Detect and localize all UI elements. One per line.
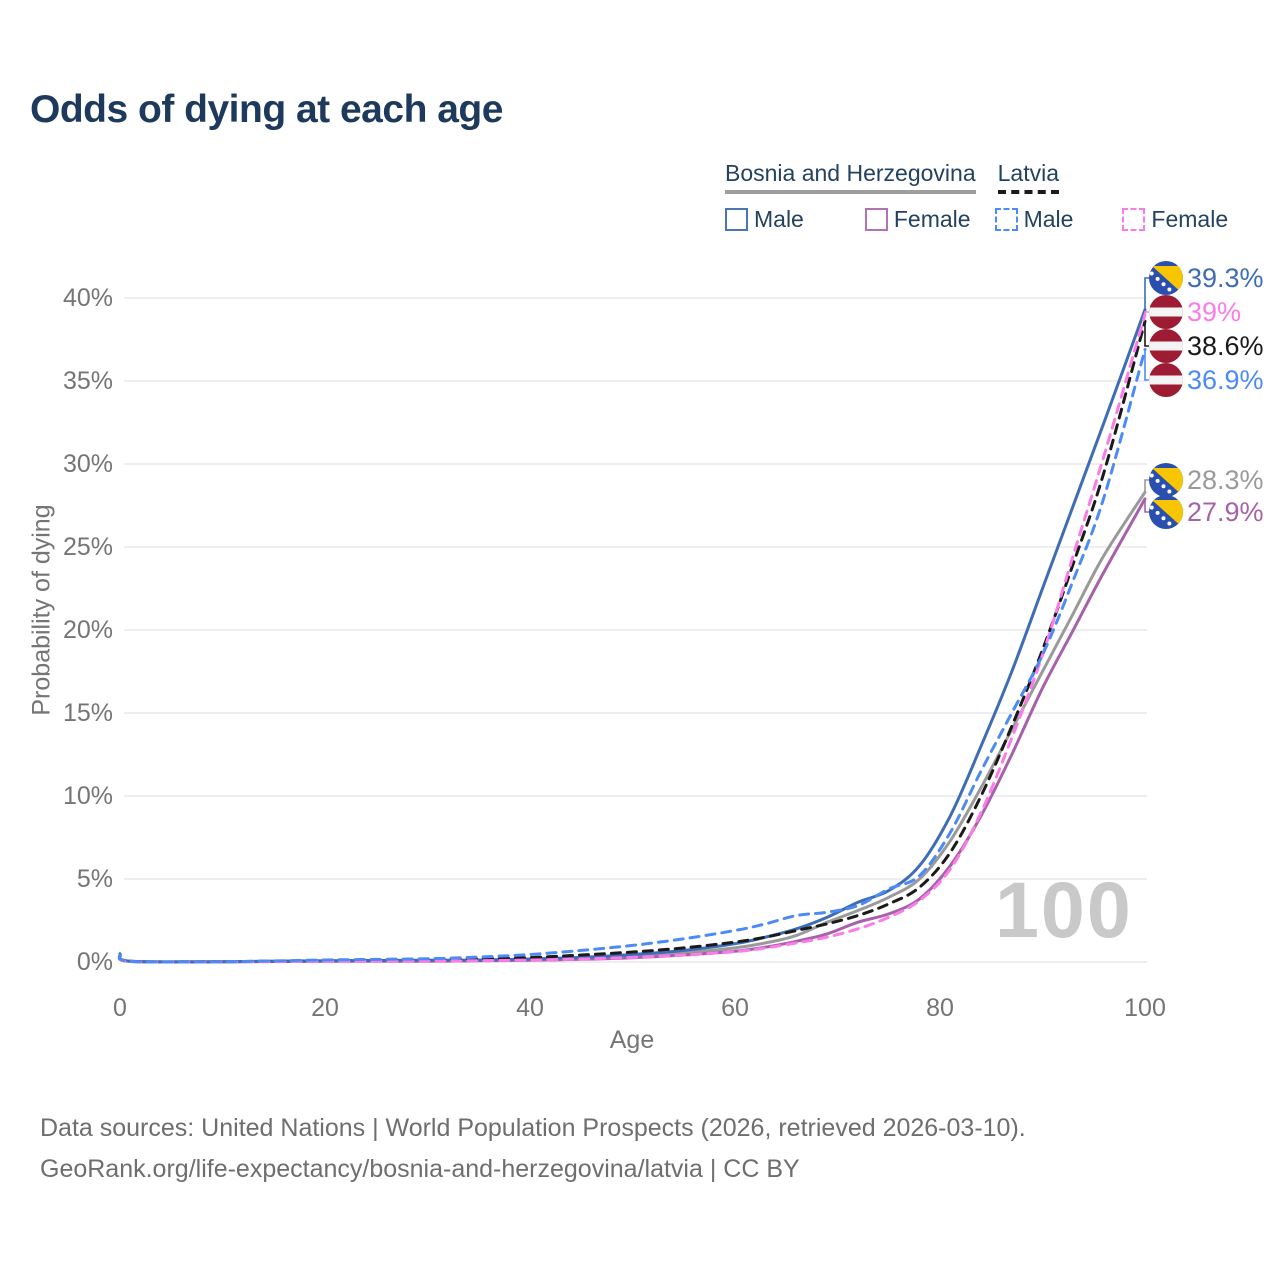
latvia-male-swatch-icon [994,208,1018,231]
x-tick-label: 40 [516,994,544,1022]
page-title: Odds of dying at each age [30,88,503,131]
legend-item-latvia-female[interactable]: Female [1122,206,1228,233]
bosnia-flag-icon [1149,463,1183,497]
series-line-bosnia-male [117,308,1147,964]
leader-line-latvia-total [1144,321,1149,347]
legend-item-latvia-male[interactable]: Male [994,206,1074,233]
end-value-label-bosnia-total: 28.3% [1187,465,1264,495]
legend-country-latvia-label: Latvia [997,160,1059,186]
y-tick-label: 0% [77,948,113,976]
legend-item-bosnia-female[interactable]: Female [864,206,971,233]
end-value-label-bosnia-male: 39.3% [1187,263,1264,293]
x-tick-label: 0 [113,994,127,1022]
leader-line-latvia-female [1144,311,1149,315]
leader-line-bosnia-total [1144,479,1149,493]
x-tick-label: 20 [311,994,339,1022]
latvia-flag-icon [1149,363,1183,397]
latvia-flag-icon [1149,295,1183,329]
leader-line-latvia-male [1144,349,1149,381]
gridlines: 0% 5% 10% 15% 20% 25% 30% 35% 40% 0 20 40 60 80 100 [63,284,1166,1022]
bosnia-female-swatch-icon [864,208,888,231]
y-tick-label: 30% [63,450,113,478]
legend-item-label: Female [1151,206,1229,232]
annotation-bosnia-male: 39.3% [1149,261,1264,295]
y-axis-title: Probability of dying [27,504,56,716]
series-lines [117,308,1147,964]
y-tick-label: 20% [63,616,113,644]
end-annotations: 39.3% 39% 38.6% 36.9% 28.3%27.9% [1144,261,1264,529]
annotation-bosnia-total: 28.3% [1149,463,1264,497]
footer-data-sources: Data sources: United Nations | World Pop… [40,1114,1026,1142]
series-line-latvia-male [117,348,1147,964]
annotation-bosnia-female: 27.9% [1149,495,1264,529]
annotation-latvia-male: 36.9% [1149,363,1264,397]
y-tick-label: 25% [63,533,113,561]
end-value-label-latvia-male: 36.9% [1187,365,1264,395]
legend-country-bosnia-label: Bosnia and Herzegovina [725,160,976,186]
end-value-label-latvia-female: 39% [1187,297,1241,327]
y-tick-label: 35% [63,367,113,395]
annotation-latvia-female: 39% [1149,295,1241,329]
y-tick-label: 15% [63,699,113,727]
y-tick-label: 5% [77,865,113,893]
bosnia-male-swatch-icon [725,208,748,231]
age-watermark: 100 [995,865,1133,954]
leader-line-bosnia-female [1144,498,1149,513]
series-line-latvia-female [117,313,1147,964]
leader-line-bosnia-male [1144,277,1149,310]
annotation-latvia-total: 38.6% [1149,329,1264,363]
series-line-bosnia-female [117,497,1147,964]
legend-country-bosnia[interactable]: Bosnia and Herzegovina [725,160,976,194]
latvia-flag-icon [1149,329,1183,363]
end-value-label-latvia-total: 38.6% [1187,331,1264,361]
x-tick-label: 60 [721,994,749,1022]
end-value-label-bosnia-female: 27.9% [1187,497,1264,527]
x-tick-label: 100 [1124,994,1166,1022]
bosnia-flag-icon [1149,261,1183,295]
footer: Data sources: United Nations | World Pop… [40,1108,1026,1189]
x-tick-label: 80 [926,994,954,1022]
y-tick-label: 40% [63,284,113,312]
latvia-female-swatch-icon [1122,208,1146,231]
y-tick-label: 10% [63,782,113,810]
legend-series-row: Male Female Male Female [725,206,1255,233]
legend-country-latvia[interactable]: Latvia [997,160,1059,194]
legend-item-label: Male [754,206,804,232]
legend-item-label: Female [893,206,971,232]
legend: Bosnia and Herzegovina Latvia Male Femal… [725,160,1255,233]
legend-item-bosnia-male[interactable]: Male [725,206,804,233]
series-line-bosnia-total [117,490,1147,964]
legend-country-row: Bosnia and Herzegovina Latvia [725,160,1255,194]
footer-attribution-link: GeoRank.org/life-expectancy/bosnia-and-h… [40,1154,800,1183]
bosnia-flag-icon [1149,495,1183,529]
series-line-latvia-total [117,319,1147,964]
x-axis-title: Age [609,1026,655,1054]
legend-item-label: Male [1023,206,1074,232]
